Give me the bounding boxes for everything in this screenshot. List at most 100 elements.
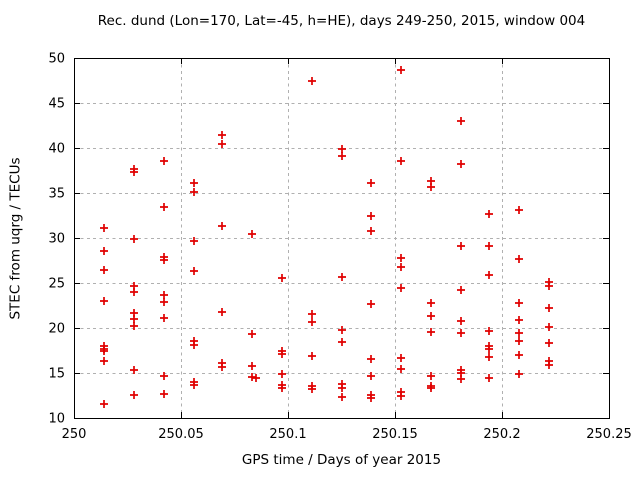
- x-tick-label: 250.15: [372, 427, 418, 442]
- data-point: [545, 304, 553, 312]
- data-point: [545, 323, 553, 331]
- data-point: [397, 365, 405, 373]
- data-point: [367, 372, 375, 380]
- data-point: [338, 393, 346, 401]
- data-point: [457, 160, 465, 168]
- chart-title: Rec. dund (Lon=170, Lat=-45, h=HE), days…: [97, 13, 586, 29]
- data-point: [278, 384, 286, 392]
- data-point: [190, 179, 198, 187]
- data-point: [130, 366, 138, 374]
- data-point: [248, 230, 256, 238]
- data-point: [338, 384, 346, 392]
- y-tick-label: 15: [48, 367, 65, 382]
- data-point: [278, 274, 286, 282]
- data-point: [457, 242, 465, 250]
- data-point: [545, 282, 553, 290]
- data-point: [160, 314, 168, 322]
- data-point: [218, 131, 226, 139]
- x-axis-title: GPS time / Days of year 2015: [241, 452, 442, 468]
- data-point: [338, 152, 346, 160]
- data-point: [457, 329, 465, 337]
- data-point: [485, 327, 493, 335]
- data-point: [485, 271, 493, 279]
- data-point: [160, 203, 168, 211]
- data-point: [100, 247, 108, 255]
- data-point: [367, 179, 375, 187]
- data-point: [397, 284, 405, 292]
- data-point: [308, 385, 316, 393]
- data-point: [308, 310, 316, 318]
- data-point: [485, 353, 493, 361]
- data-point: [130, 288, 138, 296]
- data-point: [397, 392, 405, 400]
- data-point: [457, 286, 465, 294]
- data-point: [130, 235, 138, 243]
- x-tick-label: 250.1: [269, 427, 306, 442]
- data-point: [190, 267, 198, 275]
- y-tick-label: 25: [48, 277, 65, 292]
- data-point: [190, 381, 198, 389]
- data-point: [248, 330, 256, 338]
- data-point: [515, 255, 523, 263]
- data-point: [100, 347, 108, 355]
- data-point: [338, 326, 346, 334]
- data-point: [515, 299, 523, 307]
- data-point: [397, 263, 405, 271]
- data-point: [485, 242, 493, 250]
- data-point: [252, 374, 260, 382]
- data-point: [545, 361, 553, 369]
- data-point: [427, 372, 435, 380]
- data-point: [248, 362, 256, 370]
- data-point: [160, 390, 168, 398]
- data-point: [367, 355, 375, 363]
- data-point: [278, 350, 286, 358]
- data-point: [278, 370, 286, 378]
- data-point: [515, 316, 523, 324]
- data-point: [397, 354, 405, 362]
- data-point: [190, 341, 198, 349]
- data-point: [515, 370, 523, 378]
- data-point: [397, 157, 405, 165]
- data-point: [427, 312, 435, 320]
- data-point: [100, 357, 108, 365]
- data-point: [130, 391, 138, 399]
- x-tick-label: 250: [62, 427, 87, 442]
- x-tick-label: 250.05: [158, 427, 204, 442]
- data-point: [338, 145, 346, 153]
- data-point: [485, 374, 493, 382]
- data-point: [100, 224, 108, 232]
- data-point: [218, 308, 226, 316]
- data-point: [427, 299, 435, 307]
- data-point: [218, 140, 226, 148]
- data-point: [485, 210, 493, 218]
- data-point: [308, 318, 316, 326]
- data-point: [130, 168, 138, 176]
- data-point: [338, 273, 346, 281]
- data-point: [190, 237, 198, 245]
- y-tick-label: 40: [48, 142, 65, 157]
- data-point: [515, 351, 523, 359]
- data-point: [485, 345, 493, 353]
- data-point: [218, 222, 226, 230]
- y-tick-label: 20: [48, 322, 65, 337]
- data-point: [367, 227, 375, 235]
- data-point: [457, 317, 465, 325]
- x-tick-label: 250.25: [586, 427, 632, 442]
- y-tick-label: 45: [48, 97, 65, 112]
- y-tick-label: 30: [48, 232, 65, 247]
- data-point: [457, 375, 465, 383]
- data-point: [515, 337, 523, 345]
- data-point: [130, 315, 138, 323]
- y-tick-label: 35: [48, 187, 65, 202]
- data-point: [160, 298, 168, 306]
- data-point: [427, 384, 435, 392]
- data-point: [100, 400, 108, 408]
- data-point: [338, 338, 346, 346]
- data-point: [130, 322, 138, 330]
- data-point: [515, 206, 523, 214]
- x-tick-label: 250.2: [483, 427, 520, 442]
- data-point: [427, 183, 435, 191]
- data-point: [308, 77, 316, 85]
